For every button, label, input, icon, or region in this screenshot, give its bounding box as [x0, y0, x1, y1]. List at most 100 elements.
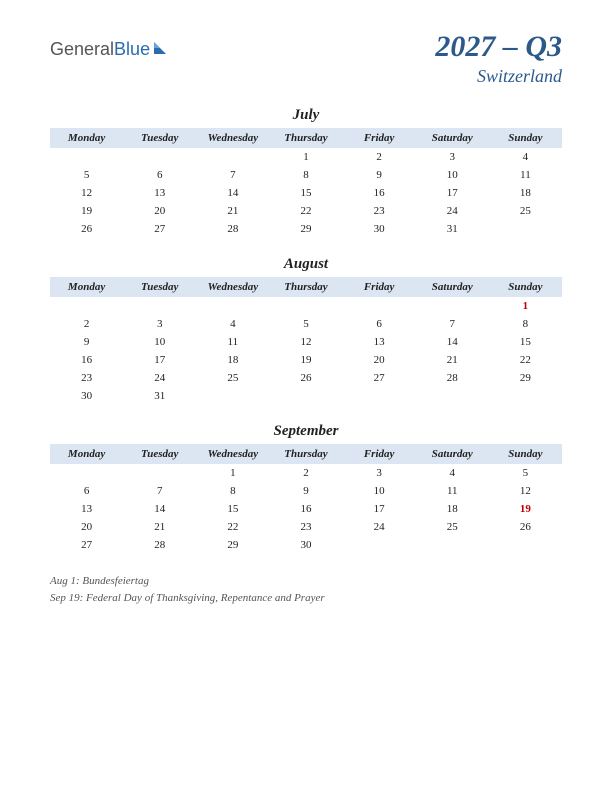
calendar-cell — [489, 220, 562, 238]
calendar-cell: 26 — [489, 518, 562, 536]
day-header: Thursday — [269, 444, 342, 464]
calendar-cell: 23 — [269, 518, 342, 536]
holiday-note: Sep 19: Federal Day of Thanksgiving, Rep… — [50, 591, 330, 606]
calendar-cell: 20 — [50, 518, 123, 536]
calendar-cell — [123, 148, 196, 166]
calendar-cell: 25 — [416, 518, 489, 536]
calendar-cell: 15 — [489, 333, 562, 351]
calendar-cell — [343, 297, 416, 315]
month-block: SeptemberMondayTuesdayWednesdayThursdayF… — [50, 423, 562, 554]
calendar-cell: 30 — [269, 536, 342, 554]
day-header: Saturday — [416, 277, 489, 297]
title-block: 2027 – Q3 Switzerland — [435, 30, 562, 87]
calendar-cell — [196, 387, 269, 405]
calendar-cell: 1 — [196, 464, 269, 482]
calendar-cell: 22 — [489, 351, 562, 369]
calendar-table: MondayTuesdayWednesdayThursdayFridaySatu… — [50, 128, 562, 238]
day-header: Saturday — [416, 444, 489, 464]
day-header: Sunday — [489, 444, 562, 464]
calendar-row: 16171819202122 — [50, 351, 562, 369]
calendar-cell: 3 — [123, 315, 196, 333]
calendar-cell: 17 — [343, 500, 416, 518]
calendar-cell — [269, 387, 342, 405]
month-name: July — [50, 107, 562, 124]
month-name: August — [50, 256, 562, 273]
holiday-notes: Aug 1: Bundesfeiertag Sep 19: Federal Day… — [50, 574, 330, 607]
calendar-cell: 3 — [416, 148, 489, 166]
calendar-row: 3031 — [50, 387, 562, 405]
calendar-cell: 6 — [343, 315, 416, 333]
calendar-cell: 21 — [123, 518, 196, 536]
calendar-cell: 10 — [123, 333, 196, 351]
calendar-cell — [50, 148, 123, 166]
calendar-cell: 25 — [489, 202, 562, 220]
quarter-title: 2027 – Q3 — [435, 30, 562, 64]
calendar-cell: 21 — [416, 351, 489, 369]
calendar-cell: 3 — [343, 464, 416, 482]
calendar-cell: 27 — [50, 536, 123, 554]
calendar-cell: 27 — [123, 220, 196, 238]
calendar-cell: 19 — [50, 202, 123, 220]
country-title: Switzerland — [435, 66, 562, 87]
calendar-cell: 23 — [50, 369, 123, 387]
calendar-row: 9101112131415 — [50, 333, 562, 351]
calendar-row: 567891011 — [50, 166, 562, 184]
calendar-cell: 20 — [123, 202, 196, 220]
calendar-cell: 28 — [123, 536, 196, 554]
calendar-cell: 18 — [489, 184, 562, 202]
calendar-cell: 28 — [196, 220, 269, 238]
calendar-cell — [489, 536, 562, 554]
day-header: Tuesday — [123, 444, 196, 464]
calendar-cell: 2 — [50, 315, 123, 333]
calendar-row: 1 — [50, 297, 562, 315]
calendar-cell: 8 — [196, 482, 269, 500]
calendar-row: 20212223242526 — [50, 518, 562, 536]
day-header: Sunday — [489, 277, 562, 297]
calendar-cell: 30 — [343, 220, 416, 238]
calendar-cell: 30 — [50, 387, 123, 405]
day-header: Friday — [343, 444, 416, 464]
header: GeneralBlue 2027 – Q3 Switzerland — [50, 30, 562, 87]
calendar-cell: 19 — [489, 500, 562, 518]
calendar-cell: 12 — [50, 184, 123, 202]
calendar-cell — [50, 297, 123, 315]
logo-text-1: General — [50, 39, 114, 60]
calendar-cell — [269, 297, 342, 315]
calendar-cell: 2 — [269, 464, 342, 482]
calendar-cell: 5 — [269, 315, 342, 333]
calendar-cell: 1 — [489, 297, 562, 315]
calendar-cell: 16 — [50, 351, 123, 369]
calendar-cell: 12 — [269, 333, 342, 351]
calendar-cell — [50, 464, 123, 482]
calendar-cell: 16 — [343, 184, 416, 202]
calendar-cell — [343, 387, 416, 405]
calendar-cell: 9 — [269, 482, 342, 500]
month-block: July MondayTuesdayWednesdayThursdayFriday… — [50, 107, 562, 238]
calendar-cell: 17 — [123, 351, 196, 369]
day-header: Sunday — [489, 128, 562, 148]
calendar-cell — [416, 387, 489, 405]
calendar-cell: 18 — [196, 351, 269, 369]
calendar-row: 23242526272829 — [50, 369, 562, 387]
calendar-row: 13141516171819 — [50, 500, 562, 518]
calendar-row: 2345678 — [50, 315, 562, 333]
holiday-note: Aug 1: Bundesfeiertag — [50, 574, 330, 589]
calendar-cell — [196, 297, 269, 315]
day-header: Tuesday — [123, 128, 196, 148]
calendar-row: 6789101112 — [50, 482, 562, 500]
calendar-cell: 19 — [269, 351, 342, 369]
calendar-cell: 13 — [343, 333, 416, 351]
calendar-table: MondayTuesdayWednesdayThursdayFridaySatu… — [50, 444, 562, 554]
calendar-cell — [416, 297, 489, 315]
calendar-cell: 5 — [50, 166, 123, 184]
day-header: Saturday — [416, 128, 489, 148]
calendar-cell: 8 — [269, 166, 342, 184]
calendar-cell: 26 — [50, 220, 123, 238]
month-block: AugustMondayTuesdayWednesdayThursdayFrid… — [50, 256, 562, 405]
calendar-cell: 4 — [416, 464, 489, 482]
day-header: Wednesday — [196, 444, 269, 464]
day-header: Wednesday — [196, 128, 269, 148]
logo-icon — [152, 38, 170, 61]
calendar-cell: 31 — [416, 220, 489, 238]
calendar-cell: 11 — [489, 166, 562, 184]
